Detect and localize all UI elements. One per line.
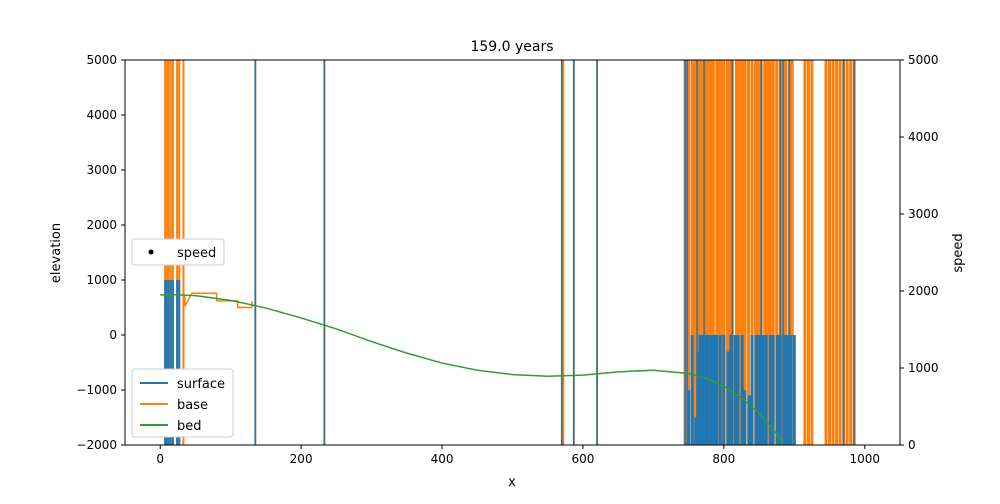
plot-frame [124, 59, 901, 446]
legend-base-label: base [177, 398, 208, 413]
legend-surface-label: surface [177, 377, 225, 392]
legend-speed-box [131, 238, 225, 266]
x-axis: 0 200 400 600 800 1000 [156, 445, 880, 466]
x-tick-label: 800 [712, 452, 735, 466]
x-tick-label: 1000 [849, 452, 880, 466]
y-tick-label: 4000 [86, 108, 117, 122]
y-tick-label: 1000 [86, 273, 117, 287]
legend-main-box [131, 368, 234, 438]
x-tick-label: 200 [290, 452, 313, 466]
plot-area [160, 60, 856, 445]
x-tick-label: 600 [572, 452, 595, 466]
y-tick-label: 5000 [86, 53, 117, 67]
x-tick-label: 0 [156, 452, 164, 466]
y-axis-elevation: −2000 −1000 0 1000 2000 3000 4000 5000 [76, 53, 125, 452]
y-tick-label: −1000 [76, 383, 117, 397]
y2-axis-label: speed [951, 233, 966, 272]
legend-speed: speed [131, 238, 225, 266]
y-axis-speed: 0 1000 2000 3000 4000 5000 [900, 53, 939, 452]
bed-line [160, 294, 785, 445]
y-tick-label: −2000 [76, 438, 117, 452]
y-tick-label: 0 [109, 328, 117, 342]
y2-tick-label: 1000 [908, 361, 939, 375]
base-line [184, 292, 253, 309]
y-tick-label: 2000 [86, 218, 117, 232]
y2-tick-label: 2000 [908, 284, 939, 298]
y2-tick-label: 4000 [908, 130, 939, 144]
y2-tick-label: 3000 [908, 207, 939, 221]
y-axis-label: elevation [49, 223, 64, 283]
legend-speed-label: speed [177, 246, 216, 261]
y2-tick-label: 0 [908, 438, 916, 452]
x-tick-label: 400 [431, 452, 454, 466]
x-axis-label: x [508, 475, 516, 490]
legend-main: surface base bed [131, 368, 234, 438]
y-tick-label: 3000 [86, 163, 117, 177]
chart-title: 159.0 years [470, 39, 553, 55]
legend-speed-marker [148, 249, 154, 255]
legend-bed-label: bed [177, 419, 202, 434]
y2-tick-label: 5000 [908, 53, 939, 67]
